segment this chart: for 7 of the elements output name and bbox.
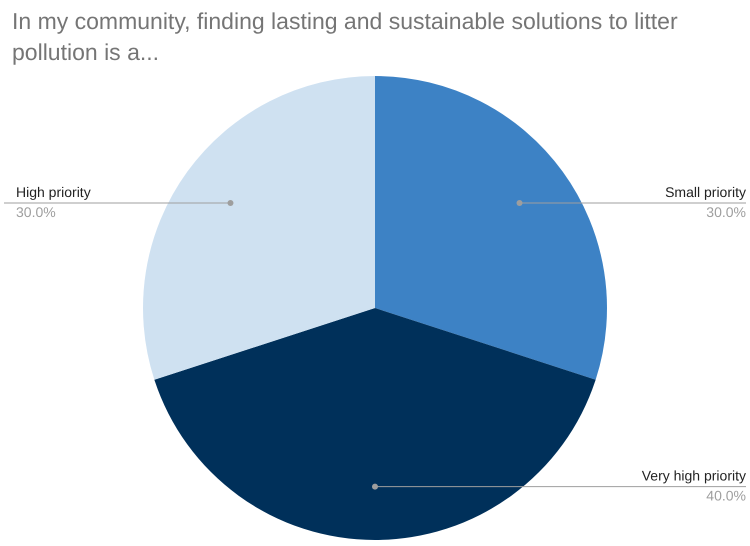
slice-label: High priority [16,184,91,200]
chart-title: In my community, finding lasting and sustainable solutions to litter pollution is a... [12,7,679,67]
data-label: 40.0% [706,488,746,504]
data-label: 30.0% [16,204,56,220]
data-label: 30.0% [706,204,746,220]
slice-label: Small priority [665,184,746,200]
slice-label: Very high priority [642,468,746,484]
